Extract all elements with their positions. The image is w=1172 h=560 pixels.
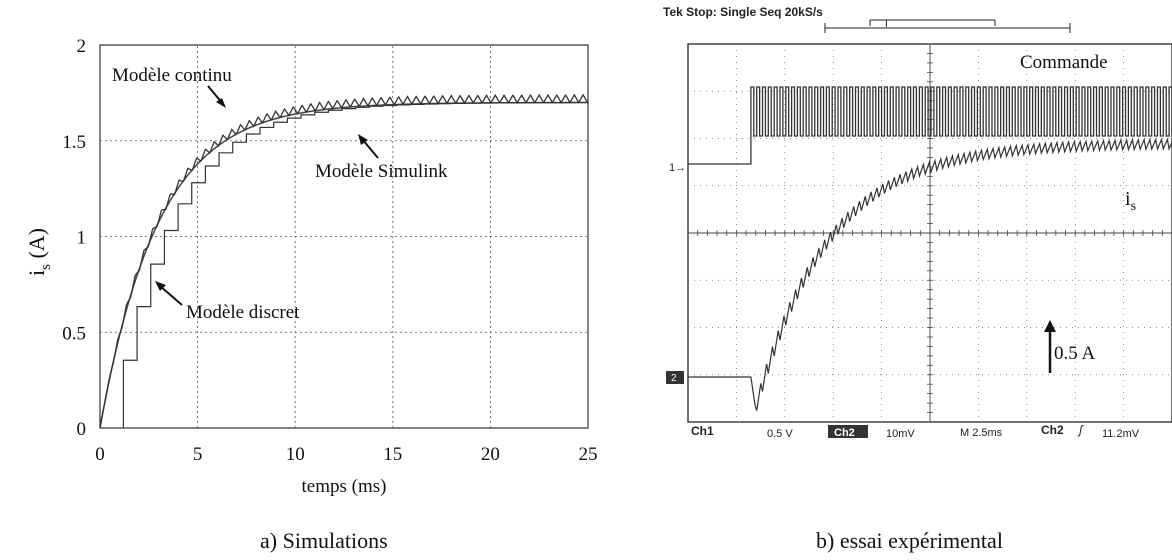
scale-arrowhead bbox=[1044, 320, 1056, 332]
y-tick-label: 1.5 bbox=[62, 132, 86, 153]
annotation-simulink: Modèle Simulink bbox=[315, 161, 448, 182]
arrowhead-discrete bbox=[155, 281, 166, 291]
footer-trigger-source: Ch2 bbox=[1041, 423, 1064, 437]
label-current: is bbox=[1125, 188, 1136, 214]
y-tick-label: 1 bbox=[77, 228, 87, 249]
y-tick-label: 0.5 bbox=[62, 323, 86, 344]
x-tick-label: 0 bbox=[95, 444, 105, 465]
channel2-marker-box bbox=[666, 371, 684, 384]
scope-grid bbox=[687, 43, 1172, 423]
x-tick-label: 10 bbox=[286, 444, 305, 465]
caption-simulations: a) Simulations bbox=[260, 528, 388, 553]
footer-ch2-scale: 10mV bbox=[886, 428, 915, 440]
x-ticks-left: 0 5 10 15 20 25 bbox=[95, 444, 597, 465]
grid-left bbox=[100, 45, 588, 428]
scope-traces bbox=[688, 86, 1172, 411]
annotation-continuous: Modèle continu bbox=[112, 65, 232, 86]
y-axis-label: is (A) bbox=[24, 228, 54, 276]
x-tick-label: 25 bbox=[579, 444, 598, 465]
footer-trigger-slope: ʃ bbox=[1077, 423, 1084, 437]
label-command: Commande bbox=[1020, 52, 1108, 73]
chart-experimental: Tek Stop: Single Seq 20kS/s T 1→ 2 Comma… bbox=[663, 5, 1172, 553]
footer-timebase: M 2.5ms bbox=[960, 427, 1003, 439]
annotation-discrete: Modèle discret bbox=[186, 302, 300, 323]
x-tick-label: 20 bbox=[481, 444, 500, 465]
arrow-discrete bbox=[159, 285, 183, 306]
series-simulink-model bbox=[99, 93, 589, 429]
footer-ch2: Ch2 bbox=[834, 427, 855, 439]
footer-ch2-box bbox=[828, 425, 868, 438]
channel1-marker: 1→ bbox=[669, 162, 686, 174]
y-tick-label: 0 bbox=[77, 419, 87, 440]
x-tick-label: 15 bbox=[383, 444, 402, 465]
y-ticks-left: 0 0.5 1 1.5 2 bbox=[62, 36, 86, 440]
label-scale: 0.5 A bbox=[1054, 343, 1095, 364]
footer-trigger-level: 11.2mV bbox=[1102, 428, 1140, 440]
footer-ch1-scale: 0.5 V bbox=[767, 428, 793, 440]
caption-experimental: b) essai expérimental bbox=[816, 528, 1003, 553]
arrowhead-simulink bbox=[358, 134, 368, 145]
curves-left bbox=[99, 93, 589, 429]
trace-current bbox=[688, 137, 1172, 411]
scope-header: Tek Stop: Single Seq 20kS/s bbox=[663, 5, 823, 19]
footer-ch1: Ch1 bbox=[691, 424, 714, 438]
x-axis-label: temps (ms) bbox=[302, 476, 387, 497]
channel2-marker: 2 bbox=[671, 373, 677, 384]
trace-command bbox=[688, 86, 1172, 165]
trigger-marker: T bbox=[883, 18, 890, 30]
x-tick-label: 5 bbox=[193, 444, 203, 465]
series-discrete-model bbox=[122, 101, 589, 429]
y-tick-label: 2 bbox=[77, 36, 87, 57]
chart-simulations: 0 0.5 1 1.5 2 0 5 10 15 20 25 is (A) temps (ms) M… bbox=[24, 36, 598, 553]
arrowhead-continuous bbox=[216, 98, 226, 108]
trigger-bracket bbox=[824, 19, 1071, 33]
